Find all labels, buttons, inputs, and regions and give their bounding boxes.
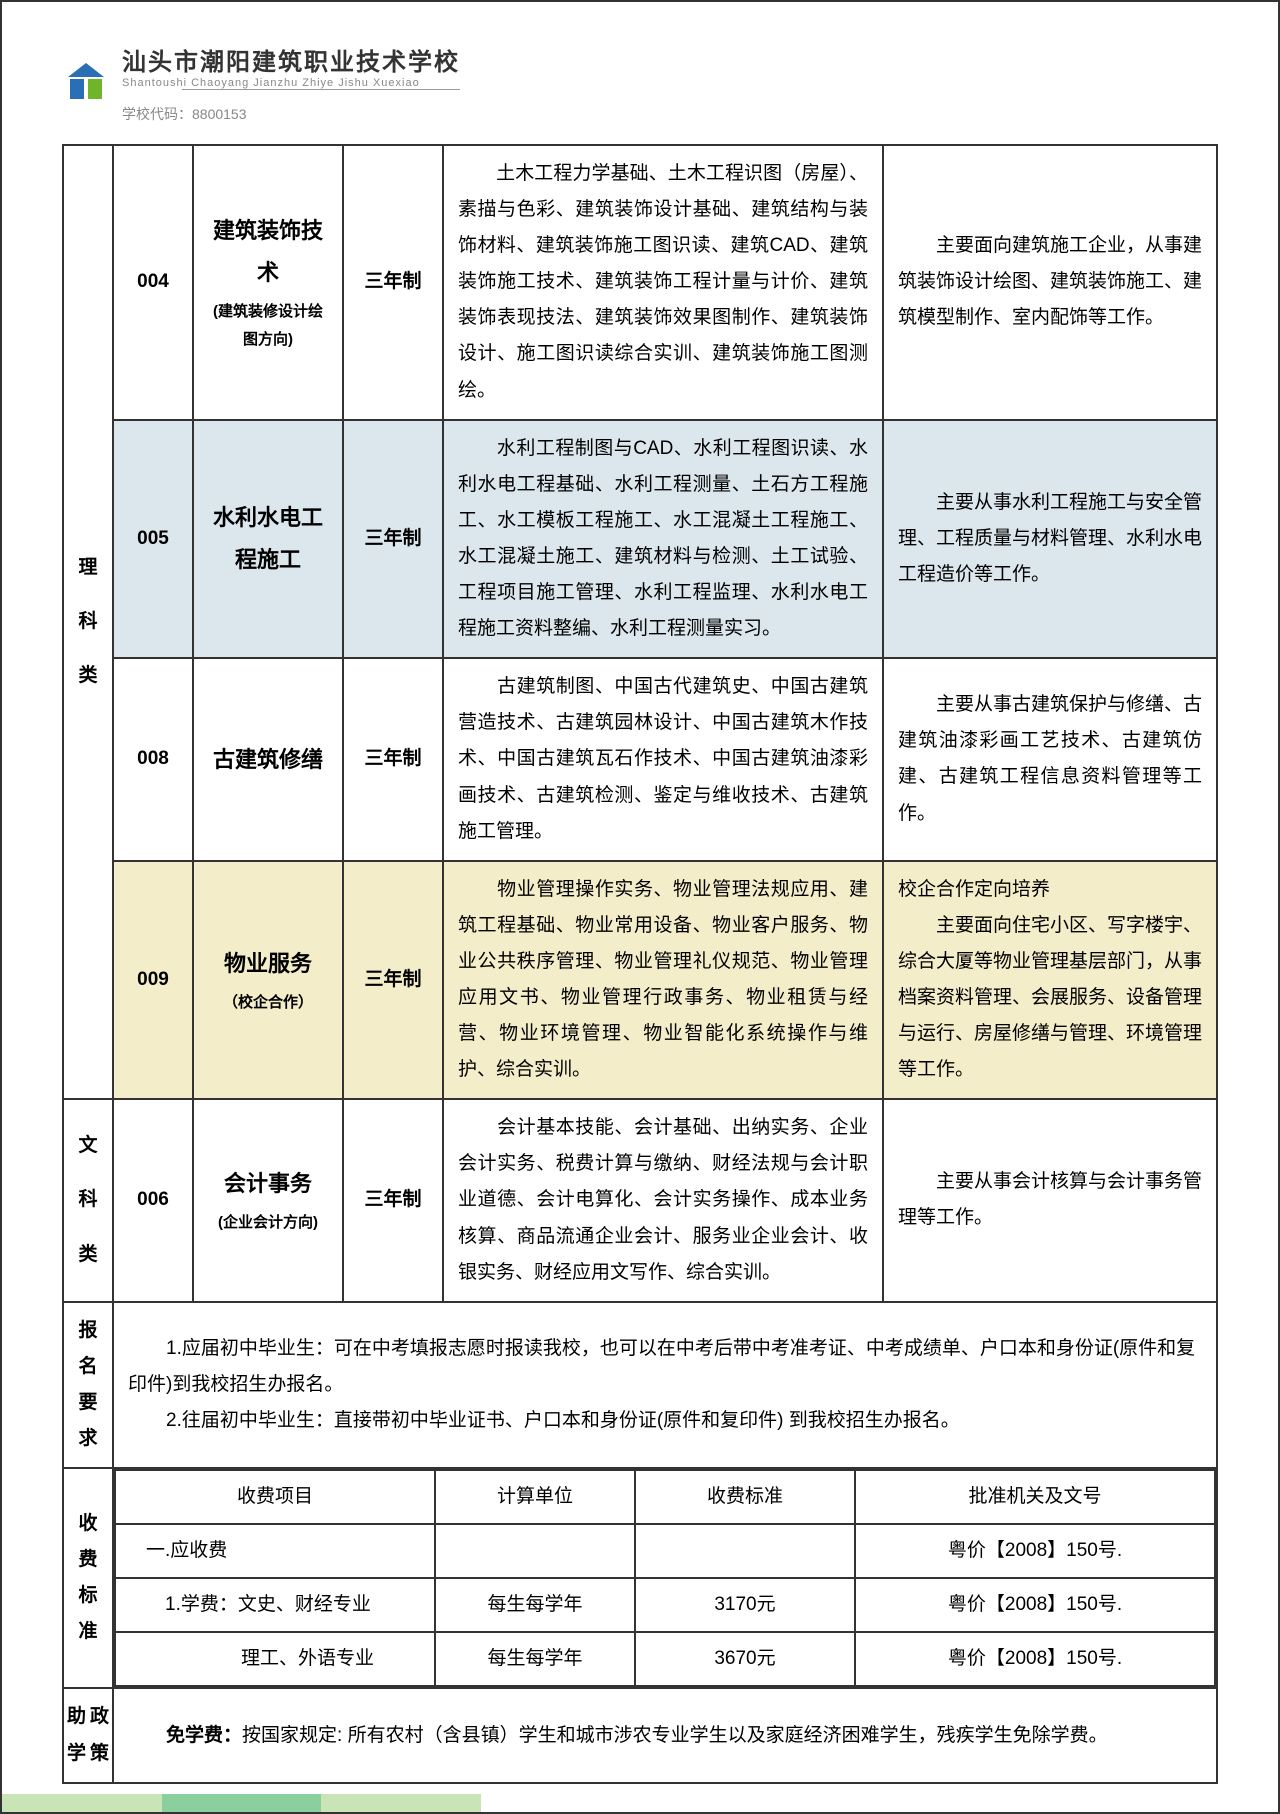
desc-008: 古建筑制图、中国古代建筑史、中国古建筑营造技术、古建筑园林设计、中国古建筑木作技…: [443, 658, 883, 860]
page-header: 汕头市潮阳建筑职业技术学校 Shantoushi Chaoyang Jianzh…: [62, 42, 1218, 124]
career-005: 主要从事水利工程施工与安全管理、工程质量与材料管理、水利水电工程造价等工作。: [883, 420, 1217, 659]
category-science: 理科类: [63, 145, 113, 1099]
name-005: 水利水电工程施工: [193, 420, 343, 659]
page-container: 汕头市潮阳建筑职业技术学校 Shantoushi Chaoyang Jianzh…: [0, 0, 1280, 1814]
aid-content: 免学费：按国家规定: 所有农村（含县镇）学生和城市涉农专业学生以及家庭经济困难学…: [113, 1688, 1217, 1782]
desc-005: 水利工程制图与CAD、水利工程图识读、水利水电工程基础、水利工程测量、土石方工程…: [443, 420, 883, 659]
row-008: 008 古建筑修缮 三年制 古建筑制图、中国古代建筑史、中国古建筑营造技术、古建…: [63, 658, 1217, 860]
duration-004: 三年制: [343, 145, 443, 420]
requirements-row: 报名要求 1.应届初中毕业生：可在中考填报志愿时报读我校，也可以在中考后带中考准…: [63, 1302, 1217, 1468]
career-004: 主要面向建筑施工企业，从事建筑装饰设计绘图、建筑装饰施工、建筑模型制作、室内配饰…: [883, 145, 1217, 420]
fee-h0: 收费项目: [115, 1470, 435, 1524]
school-code: 学校代码：8800153: [122, 104, 460, 124]
program-table: 理科类 004 建筑装饰技术 (建筑装修设计绘图方向) 三年制 土木工程力学基础…: [62, 144, 1218, 1784]
school-name: 汕头市潮阳建筑职业技术学校: [122, 42, 460, 77]
code-009: 009: [113, 861, 193, 1100]
school-info: 汕头市潮阳建筑职业技术学校 Shantoushi Chaoyang Jianzh…: [122, 42, 460, 124]
desc-009: 物业管理操作实务、物业管理法规应用、建筑工程基础、物业常用设备、物业客户服务、物…: [443, 861, 883, 1100]
fees-content: 收费项目 计算单位 收费标准 批准机关及文号 一.应收费 粤价【2008】150…: [113, 1468, 1217, 1688]
name-009: 物业服务 （校企合作）: [193, 861, 343, 1100]
name-004: 建筑装饰技术 (建筑装修设计绘图方向): [193, 145, 343, 420]
desc-006: 会计基本技能、会计基础、出纳实务、企业会计实务、税费计算与缴纳、财经法规与会计职…: [443, 1099, 883, 1301]
career-009: 校企合作定向培养 主要面向住宅小区、写字楼宇、综合大厦等物业管理基层部门，从事档…: [883, 861, 1217, 1100]
career-006: 主要从事会计核算与会计事务管理等工作。: [883, 1099, 1217, 1301]
fees-row: 收费标准 收费项目 计算单位 收费标准 批准机关及文号 一.应收费 粤价【200…: [63, 1468, 1217, 1688]
fee-row-2: 理工、外语专业 每生每学年 3670元 粤价【2008】150号.: [115, 1632, 1215, 1686]
code-006: 006: [113, 1099, 193, 1301]
fee-h2: 收费标准: [635, 1470, 855, 1524]
school-pinyin: Shantoushi Chaoyang Jianzhu Zhiye Jishu …: [122, 77, 460, 89]
fee-table: 收费项目 计算单位 收费标准 批准机关及文号 一.应收费 粤价【2008】150…: [114, 1469, 1216, 1687]
category-arts: 文科类: [63, 1099, 113, 1301]
requirements-label: 报名要求: [63, 1302, 113, 1468]
code-005: 005: [113, 420, 193, 659]
career-008: 主要从事古建筑保护与修缮、古建筑油漆彩画工艺技术、古建筑仿建、古建筑工程信息资料…: [883, 658, 1217, 860]
fee-row-1: 1.学费：文史、财经专业 每生每学年 3170元 粤价【2008】150号.: [115, 1578, 1215, 1632]
name-008: 古建筑修缮: [193, 658, 343, 860]
requirements-content: 1.应届初中毕业生：可在中考填报志愿时报读我校，也可以在中考后带中考准考证、中考…: [113, 1302, 1217, 1468]
name-006: 会计事务 (企业会计方向): [193, 1099, 343, 1301]
code-004: 004: [113, 145, 193, 420]
fee-row-0: 一.应收费 粤价【2008】150号.: [115, 1524, 1215, 1578]
duration-006: 三年制: [343, 1099, 443, 1301]
code-008: 008: [113, 658, 193, 860]
aid-label: 助政 学策: [63, 1688, 113, 1782]
row-005: 005 水利水电工程施工 三年制 水利工程制图与CAD、水利工程图识读、水利水电…: [63, 420, 1217, 659]
aid-row: 助政 学策 免学费：按国家规定: 所有农村（含县镇）学生和城市涉农专业学生以及家…: [63, 1688, 1217, 1782]
fees-label: 收费标准: [63, 1468, 113, 1688]
duration-008: 三年制: [343, 658, 443, 860]
fee-h1: 计算单位: [435, 1470, 635, 1524]
header-divider: [182, 89, 460, 90]
school-logo-icon: [62, 59, 110, 107]
fee-header-row: 收费项目 计算单位 收费标准 批准机关及文号: [115, 1470, 1215, 1524]
footer-stripe: [2, 1794, 1278, 1812]
desc-004: 土木工程力学基础、土木工程识图（房屋）、素描与色彩、建筑装饰设计基础、建筑结构与…: [443, 145, 883, 420]
duration-009: 三年制: [343, 861, 443, 1100]
fee-h3: 批准机关及文号: [855, 1470, 1215, 1524]
duration-005: 三年制: [343, 420, 443, 659]
row-006: 文科类 006 会计事务 (企业会计方向) 三年制 会计基本技能、会计基础、出纳…: [63, 1099, 1217, 1301]
row-004: 理科类 004 建筑装饰技术 (建筑装修设计绘图方向) 三年制 土木工程力学基础…: [63, 145, 1217, 420]
row-009: 009 物业服务 （校企合作） 三年制 物业管理操作实务、物业管理法规应用、建筑…: [63, 861, 1217, 1100]
